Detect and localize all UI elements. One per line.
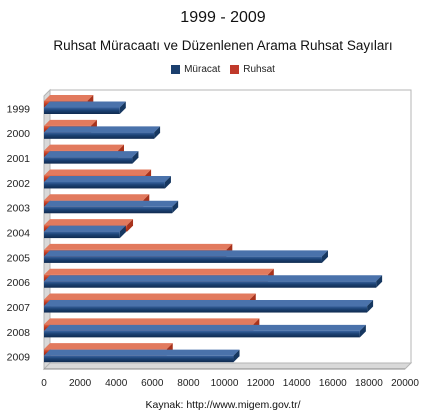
x-tick-label: 18000	[355, 378, 383, 389]
source-note: Kaynak: http://www.migem.gov.tr/	[145, 399, 301, 411]
bar-muracat-2007	[44, 300, 374, 313]
x-tick-label: 2000	[69, 378, 92, 389]
y-tick-label: 2000	[7, 128, 31, 140]
legend-swatch-ruhsat	[230, 65, 240, 74]
y-tick-label: 2007	[7, 302, 31, 314]
y-tick-label: 2003	[7, 203, 31, 215]
y-tick-label: 2002	[7, 178, 31, 190]
bar-muracat-2002	[44, 175, 171, 189]
bar-muracat-2003	[44, 200, 179, 214]
legend-item-ruhsat: Ruhsat	[230, 64, 275, 75]
plot-floor	[42, 362, 413, 370]
chart-legend: Müracat Ruhsat	[0, 64, 446, 75]
chart-subtitle: Ruhsat Müracaatı ve Düzenlenen Arama Ruh…	[53, 38, 393, 53]
y-tick-label: 2009	[7, 352, 31, 364]
y-tick-label: 2005	[7, 252, 31, 264]
x-tick-label: 16000	[319, 378, 347, 389]
bar-muracat-2001	[44, 151, 139, 164]
y-tick-label: 2004	[7, 228, 31, 240]
legend-item-muracat: Müracat	[171, 64, 220, 75]
x-tick-label: 14000	[283, 378, 311, 389]
legend-label-ruhsat: Ruhsat	[243, 64, 275, 75]
y-tick-label: 2006	[7, 277, 31, 289]
y-tick-label: 2008	[7, 327, 31, 339]
x-tick-label: 8000	[177, 378, 200, 389]
bar-muracat-2004	[44, 225, 126, 239]
x-tick-label: 10000	[211, 378, 239, 389]
bar-muracat-2005	[44, 250, 328, 263]
bar-muracat-2006	[44, 275, 383, 288]
legend-swatch-muracat	[171, 65, 181, 74]
bar-muracat-2008	[44, 324, 366, 338]
bar-muracat-2000	[44, 126, 161, 139]
legend-label-muracat: Müracat	[184, 64, 221, 75]
bar-muracat-1999	[44, 101, 126, 114]
x-tick-label: 4000	[105, 378, 128, 389]
bar-muracat-2009	[44, 349, 240, 363]
x-tick-label: 12000	[247, 378, 275, 389]
y-tick-label: 2001	[7, 153, 31, 165]
y-tick-label: 1999	[7, 103, 31, 115]
x-tick-label: 20000	[391, 378, 419, 389]
x-tick-label: 6000	[141, 378, 164, 389]
chart-title: 1999 - 2009	[180, 9, 266, 26]
x-tick-label: 0	[41, 378, 47, 389]
